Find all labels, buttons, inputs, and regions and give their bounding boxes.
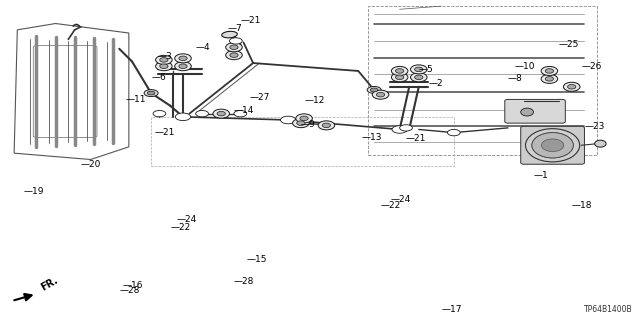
Text: —19: —19 [24,187,44,196]
Text: —24: —24 [390,195,410,204]
Ellipse shape [221,31,237,38]
Text: —13: —13 [362,133,382,142]
Text: —24: —24 [177,215,197,224]
Ellipse shape [280,116,296,124]
Ellipse shape [410,65,427,74]
Ellipse shape [230,38,243,44]
Text: —22: —22 [170,223,191,232]
Text: —21: —21 [241,16,260,25]
Ellipse shape [296,114,312,123]
Ellipse shape [179,56,187,61]
Ellipse shape [179,64,187,69]
Ellipse shape [532,133,573,158]
Text: FR.: FR. [40,275,60,292]
Ellipse shape [447,130,460,136]
Ellipse shape [144,90,158,97]
Ellipse shape [175,54,191,63]
Text: —20: —20 [81,160,101,169]
Ellipse shape [396,75,404,79]
Ellipse shape [415,75,423,79]
Ellipse shape [399,125,412,131]
Text: TP64B1400B: TP64B1400B [584,306,632,315]
Text: —15: —15 [246,255,268,263]
Ellipse shape [568,85,576,89]
Text: —16: —16 [122,281,143,291]
Ellipse shape [175,113,191,121]
Ellipse shape [226,51,243,60]
Ellipse shape [196,110,209,117]
Text: —25: —25 [559,40,579,48]
Ellipse shape [372,90,389,99]
Ellipse shape [563,82,580,91]
Ellipse shape [234,110,246,117]
Text: —6: —6 [151,73,166,82]
Ellipse shape [297,121,305,125]
Ellipse shape [160,64,168,69]
Ellipse shape [541,139,564,152]
Ellipse shape [410,73,427,82]
Ellipse shape [367,86,381,93]
Ellipse shape [396,69,404,73]
Ellipse shape [545,77,554,81]
Ellipse shape [392,66,408,76]
Ellipse shape [595,140,606,147]
Ellipse shape [300,116,308,121]
Ellipse shape [147,91,155,95]
Ellipse shape [415,67,423,72]
FancyBboxPatch shape [505,100,565,123]
Text: —18: —18 [572,201,592,210]
Ellipse shape [521,108,534,116]
Text: —9: —9 [301,120,316,129]
Text: —10: —10 [515,62,535,71]
Ellipse shape [292,119,309,128]
Text: —22: —22 [381,201,401,210]
Ellipse shape [545,69,554,73]
Ellipse shape [156,62,172,71]
Ellipse shape [175,62,191,71]
Ellipse shape [392,126,407,133]
Text: —27: —27 [250,93,270,102]
Text: —21: —21 [406,134,426,144]
Ellipse shape [392,73,408,82]
Text: —28: —28 [119,286,140,295]
Text: —11: —11 [125,95,146,104]
Ellipse shape [541,139,564,152]
Ellipse shape [213,109,230,118]
Text: —4: —4 [196,43,211,52]
Text: —12: —12 [304,97,324,106]
Ellipse shape [230,53,238,57]
Text: —7: —7 [228,24,243,33]
Ellipse shape [322,123,330,128]
Text: —1: —1 [534,171,548,180]
Text: —3: —3 [157,52,172,61]
Ellipse shape [160,58,168,62]
Text: —23: —23 [584,122,605,131]
Ellipse shape [230,45,238,49]
Text: —2: —2 [428,79,443,88]
Ellipse shape [156,56,172,64]
Text: —26: —26 [581,62,602,71]
Ellipse shape [541,74,557,83]
Ellipse shape [153,110,166,117]
Ellipse shape [318,121,335,130]
Ellipse shape [371,88,378,92]
Ellipse shape [525,129,580,162]
Ellipse shape [217,111,225,116]
Text: —21: —21 [154,128,175,137]
Text: —14: —14 [234,106,254,115]
Text: —17: —17 [441,305,461,314]
Ellipse shape [376,93,385,97]
Text: —5: —5 [419,65,433,74]
Text: —28: —28 [234,277,254,286]
Ellipse shape [541,66,557,76]
FancyBboxPatch shape [521,126,584,164]
Ellipse shape [226,43,243,52]
Text: —8: —8 [508,74,523,83]
Ellipse shape [532,133,573,158]
